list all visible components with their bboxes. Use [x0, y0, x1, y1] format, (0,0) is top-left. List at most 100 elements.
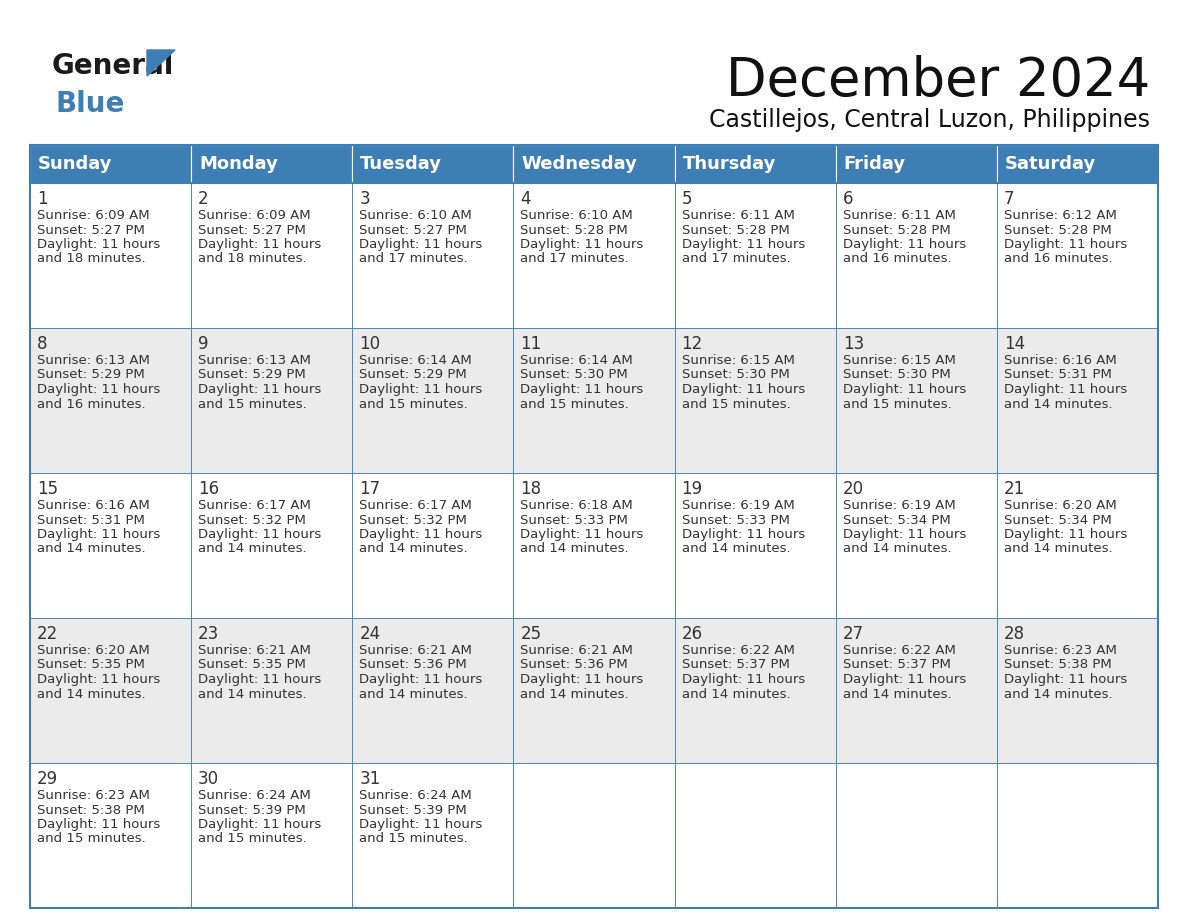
Text: Sunset: 5:28 PM: Sunset: 5:28 PM	[520, 223, 628, 237]
Text: 9: 9	[198, 335, 209, 353]
Text: and 14 minutes.: and 14 minutes.	[198, 688, 307, 700]
Text: Tuesday: Tuesday	[360, 155, 442, 173]
Text: Sunrise: 6:21 AM: Sunrise: 6:21 AM	[198, 644, 311, 657]
Text: Sunset: 5:29 PM: Sunset: 5:29 PM	[198, 368, 305, 382]
Text: Sunset: 5:38 PM: Sunset: 5:38 PM	[1004, 658, 1112, 671]
Bar	[353, 618, 513, 763]
Text: and 15 minutes.: and 15 minutes.	[682, 397, 790, 410]
Text: 13: 13	[842, 335, 864, 353]
Text: Daylight: 11 hours: Daylight: 11 hours	[37, 238, 160, 251]
Text: Sunrise: 6:23 AM: Sunrise: 6:23 AM	[37, 789, 150, 802]
Bar	[30, 763, 191, 908]
Text: Sunrise: 6:09 AM: Sunrise: 6:09 AM	[198, 209, 311, 222]
Text: Daylight: 11 hours: Daylight: 11 hours	[682, 673, 804, 686]
Bar	[30, 473, 191, 618]
Bar	[191, 618, 353, 763]
Text: Daylight: 11 hours: Daylight: 11 hours	[520, 673, 644, 686]
Text: and 18 minutes.: and 18 minutes.	[198, 252, 307, 265]
Text: Sunrise: 6:15 AM: Sunrise: 6:15 AM	[682, 354, 795, 367]
Bar	[513, 183, 675, 328]
Text: Daylight: 11 hours: Daylight: 11 hours	[198, 383, 322, 396]
Text: Castillejos, Central Luzon, Philippines: Castillejos, Central Luzon, Philippines	[709, 108, 1150, 132]
Polygon shape	[147, 50, 175, 76]
Text: Daylight: 11 hours: Daylight: 11 hours	[842, 238, 966, 251]
Text: 2: 2	[198, 190, 209, 208]
Bar	[353, 473, 513, 618]
Text: Sunset: 5:32 PM: Sunset: 5:32 PM	[198, 513, 307, 527]
Text: Daylight: 11 hours: Daylight: 11 hours	[359, 673, 482, 686]
Text: and 14 minutes.: and 14 minutes.	[520, 688, 630, 700]
Bar	[191, 473, 353, 618]
Bar	[675, 763, 835, 908]
Text: 14: 14	[1004, 335, 1025, 353]
Text: and 17 minutes.: and 17 minutes.	[359, 252, 468, 265]
Text: Sunset: 5:29 PM: Sunset: 5:29 PM	[359, 368, 467, 382]
Text: and 14 minutes.: and 14 minutes.	[842, 688, 952, 700]
Text: and 14 minutes.: and 14 minutes.	[682, 543, 790, 555]
Text: Sunrise: 6:21 AM: Sunrise: 6:21 AM	[359, 644, 472, 657]
Text: Sunset: 5:34 PM: Sunset: 5:34 PM	[1004, 513, 1112, 527]
Text: Sunset: 5:28 PM: Sunset: 5:28 PM	[682, 223, 789, 237]
Text: 27: 27	[842, 625, 864, 643]
Text: and 14 minutes.: and 14 minutes.	[842, 543, 952, 555]
Bar	[997, 328, 1158, 473]
Text: Sunrise: 6:09 AM: Sunrise: 6:09 AM	[37, 209, 150, 222]
Text: 15: 15	[37, 480, 58, 498]
Text: and 15 minutes.: and 15 minutes.	[842, 397, 952, 410]
Text: Sunset: 5:36 PM: Sunset: 5:36 PM	[520, 658, 628, 671]
Text: Sunset: 5:27 PM: Sunset: 5:27 PM	[37, 223, 145, 237]
Bar	[353, 763, 513, 908]
Text: 23: 23	[198, 625, 220, 643]
Bar	[513, 473, 675, 618]
Text: 8: 8	[37, 335, 48, 353]
Text: Sunrise: 6:13 AM: Sunrise: 6:13 AM	[198, 354, 311, 367]
Text: Daylight: 11 hours: Daylight: 11 hours	[1004, 238, 1127, 251]
Text: Sunset: 5:30 PM: Sunset: 5:30 PM	[842, 368, 950, 382]
Text: Sunrise: 6:15 AM: Sunrise: 6:15 AM	[842, 354, 955, 367]
Text: 30: 30	[198, 770, 220, 788]
Text: and 14 minutes.: and 14 minutes.	[1004, 688, 1112, 700]
Bar	[997, 183, 1158, 328]
Text: Thursday: Thursday	[683, 155, 776, 173]
Bar	[513, 763, 675, 908]
Text: Sunset: 5:27 PM: Sunset: 5:27 PM	[359, 223, 467, 237]
Text: Sunrise: 6:12 AM: Sunrise: 6:12 AM	[1004, 209, 1117, 222]
Text: Sunrise: 6:19 AM: Sunrise: 6:19 AM	[842, 499, 955, 512]
Text: Daylight: 11 hours: Daylight: 11 hours	[520, 238, 644, 251]
Text: Sunset: 5:28 PM: Sunset: 5:28 PM	[1004, 223, 1112, 237]
Text: and 16 minutes.: and 16 minutes.	[842, 252, 952, 265]
Text: Sunrise: 6:10 AM: Sunrise: 6:10 AM	[359, 209, 472, 222]
Text: Daylight: 11 hours: Daylight: 11 hours	[359, 238, 482, 251]
Bar	[835, 145, 997, 183]
Text: Daylight: 11 hours: Daylight: 11 hours	[198, 673, 322, 686]
Text: 18: 18	[520, 480, 542, 498]
Text: Sunrise: 6:18 AM: Sunrise: 6:18 AM	[520, 499, 633, 512]
Bar	[191, 763, 353, 908]
Bar	[513, 618, 675, 763]
Text: Sunrise: 6:21 AM: Sunrise: 6:21 AM	[520, 644, 633, 657]
Text: Sunrise: 6:16 AM: Sunrise: 6:16 AM	[37, 499, 150, 512]
Text: Friday: Friday	[843, 155, 905, 173]
Text: Daylight: 11 hours: Daylight: 11 hours	[37, 383, 160, 396]
Text: Sunset: 5:32 PM: Sunset: 5:32 PM	[359, 513, 467, 527]
Bar	[191, 145, 353, 183]
Text: Daylight: 11 hours: Daylight: 11 hours	[682, 528, 804, 541]
Text: Sunset: 5:36 PM: Sunset: 5:36 PM	[359, 658, 467, 671]
Bar	[30, 145, 191, 183]
Bar	[191, 328, 353, 473]
Text: Sunday: Sunday	[38, 155, 113, 173]
Text: and 14 minutes.: and 14 minutes.	[359, 688, 468, 700]
Bar	[675, 183, 835, 328]
Bar	[353, 183, 513, 328]
Text: and 15 minutes.: and 15 minutes.	[37, 833, 146, 845]
Text: Daylight: 11 hours: Daylight: 11 hours	[842, 673, 966, 686]
Text: Sunrise: 6:11 AM: Sunrise: 6:11 AM	[682, 209, 795, 222]
Bar	[513, 145, 675, 183]
Text: 25: 25	[520, 625, 542, 643]
Text: Daylight: 11 hours: Daylight: 11 hours	[520, 383, 644, 396]
Text: 11: 11	[520, 335, 542, 353]
Text: and 14 minutes.: and 14 minutes.	[1004, 543, 1112, 555]
Text: Sunrise: 6:17 AM: Sunrise: 6:17 AM	[198, 499, 311, 512]
Text: Daylight: 11 hours: Daylight: 11 hours	[842, 528, 966, 541]
Text: and 14 minutes.: and 14 minutes.	[520, 543, 630, 555]
